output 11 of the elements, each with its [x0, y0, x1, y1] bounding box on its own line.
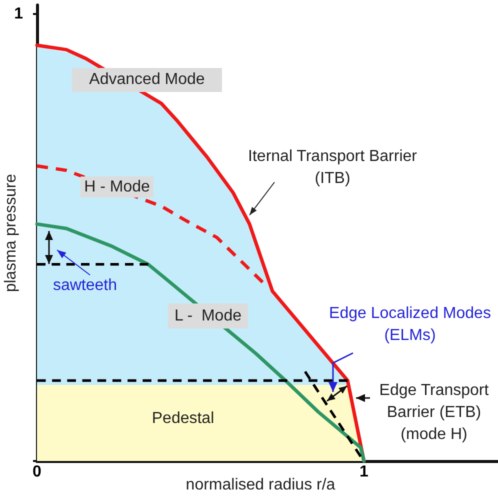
series-label: Advanced Mode: [72, 68, 222, 92]
y-axis-title: plasma pressure: [2, 174, 20, 292]
series-label: H - Mode: [80, 176, 154, 198]
annotation: Edge Localized Modes (ELMs): [329, 304, 491, 346]
x-tick-label: 0: [32, 464, 42, 480]
x-axis-title: normalised radius r/a: [186, 476, 336, 494]
series-label: Pedestal: [152, 409, 214, 429]
annotation: sawteeth: [52, 276, 118, 296]
series-label: L - Mode: [168, 304, 248, 328]
annotation: Edge Transport Barrier (ETB) (mode H): [379, 381, 489, 445]
annotation: Iternal Transport Barrier (ITB): [248, 147, 417, 190]
